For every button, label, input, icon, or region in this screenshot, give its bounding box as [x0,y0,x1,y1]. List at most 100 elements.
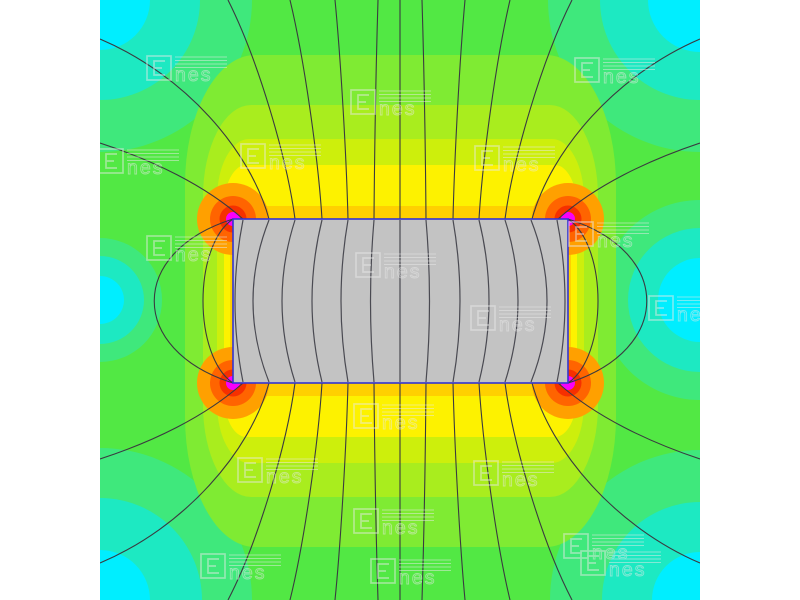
flux-line [421,0,427,220]
interior-flux-line [530,219,548,383]
watermark: nes [237,457,318,488]
watermark-logo-box [580,550,606,576]
flux-line [531,38,700,220]
interior-flux-line [369,219,375,383]
watermark: nes [568,221,649,252]
low-field-ring [652,552,700,600]
watermark: nes [146,235,227,266]
watermark: nes [240,143,321,174]
watermark-logo-box [350,89,376,115]
watermark-logo-e-icon [244,462,256,478]
flux-line [289,0,323,220]
watermark-text: nes [384,261,421,283]
flux-line [567,218,648,384]
interior-flux-line [311,219,323,383]
field-density-plot: nes nes nes nes nes nes nes nes nes nes nes nes nes n… [100,0,700,600]
watermark-logo-e-icon [357,94,369,110]
watermark: nes [355,252,436,283]
watermark-logo-e-icon [575,226,587,242]
flux-line [557,142,700,220]
watermark: nes [648,295,700,326]
watermark-logo-e-icon [153,60,165,76]
watermark-text: nes [597,230,634,252]
watermark-logo-e-icon [581,62,593,78]
watermark-text: nes [399,567,436,589]
magnet-region [232,218,569,384]
watermark-logo-e-icon [587,555,599,571]
flux-line [202,218,234,384]
flux-line [227,0,296,220]
watermark-logo-box [370,558,396,584]
watermark: nes [353,403,434,434]
flux-line [100,382,244,460]
watermark-logo-box [473,460,499,486]
flux-line [100,382,270,564]
flux-line [504,382,573,600]
watermark-logo-e-icon [480,465,492,481]
watermark-layer: nes nes nes nes nes nes nes nes nes nes nes nes nes n… [100,55,700,589]
watermark-logo-box [240,143,266,169]
low-field-ring [100,0,150,50]
watermark-logo-box [574,57,600,83]
watermark-text: nes [269,152,306,174]
watermark-text: nes [175,64,212,86]
watermark-logo-e-icon [247,148,259,164]
flux-line [421,382,427,600]
watermark-logo-e-icon [377,563,389,579]
interior-flux-line [556,219,566,383]
watermark-text: nes [609,559,646,581]
interior-flux-line [504,219,519,383]
watermark-logo-box [648,295,674,321]
watermark-text: nes [379,98,416,120]
watermark-logo-e-icon [360,408,372,424]
watermark: nes [474,145,555,176]
watermark-logo-e-icon [360,513,372,529]
watermark: nes [100,148,179,179]
watermark-logo-e-icon [153,240,165,256]
watermark-text: nes [382,517,419,539]
watermark: nes [470,305,551,336]
flux-line [452,382,466,600]
watermark-text: nes [499,314,536,336]
flux-line [289,382,323,600]
flux-line [567,218,599,384]
watermark-text: nes [127,157,164,179]
watermark-text: nes [503,154,540,176]
watermark: nes [146,55,227,86]
interior-flux-line [340,219,349,383]
watermark-text: nes [603,66,640,88]
watermark: nes [350,89,431,120]
watermark-logo-box [470,305,496,331]
watermark: nes [370,558,451,589]
watermark-logo-box [355,252,381,278]
flux-line [334,0,349,220]
watermark-text: nes [266,466,303,488]
interior-flux-line [478,219,490,383]
interior-flux-line [234,219,244,383]
watermark-logo-box [146,55,172,81]
interior-flux-line [425,219,431,383]
low-field-ring [100,550,150,600]
watermark-logo-box [568,221,594,247]
watermark: nes [473,460,554,491]
low-field-ring [648,0,700,52]
flux-line [557,382,700,460]
flux-line [227,382,296,600]
watermark-logo-box [200,553,226,579]
flux-line [452,0,466,220]
watermark-logo-e-icon [481,150,493,166]
flux-line [153,218,234,384]
watermark: nes [353,508,434,539]
flux-line [531,382,700,564]
flux-line [100,38,270,220]
watermark-logo-box [353,508,379,534]
watermark-logo-box [100,148,124,174]
watermark: nes [200,553,281,584]
watermark-text: nes [175,244,212,266]
interior-flux-line [452,219,461,383]
watermark-logo-e-icon [105,153,117,169]
watermark-logo-box [563,533,589,559]
watermark-logo-box [237,457,263,483]
watermark-logo-box [353,403,379,429]
